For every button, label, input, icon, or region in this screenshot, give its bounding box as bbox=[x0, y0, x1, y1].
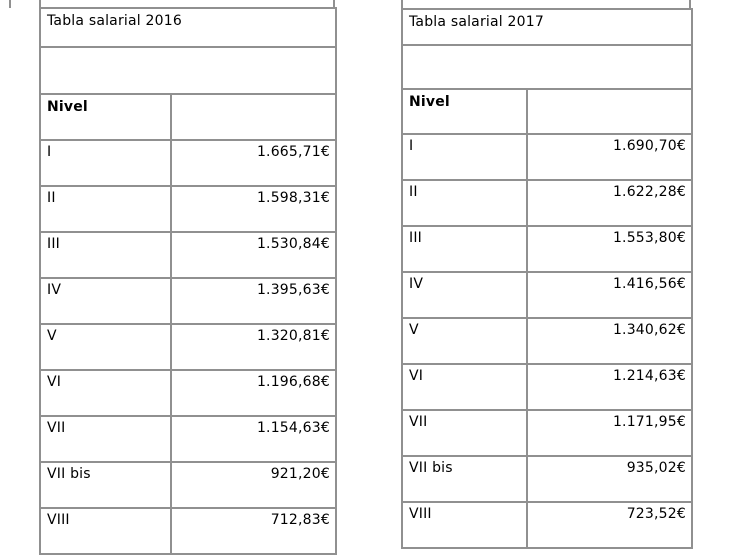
empty-row bbox=[39, 46, 337, 95]
salary-cell: 1.416,56€ bbox=[526, 271, 693, 319]
empty-row bbox=[401, 44, 693, 90]
header-row: Nivel bbox=[39, 93, 337, 141]
level-cell: I bbox=[401, 133, 528, 181]
salary-cell: 1.530,84€ bbox=[170, 231, 337, 279]
salary-cell: 723,52€ bbox=[526, 501, 693, 549]
level-cell: II bbox=[401, 179, 528, 227]
salary-cell: 1.598,31€ bbox=[170, 185, 337, 233]
empty-cell bbox=[401, 44, 693, 90]
table-title: Tabla salarial 2017 bbox=[401, 8, 693, 46]
table-title-row: Tabla salarial 2017 bbox=[401, 8, 693, 46]
empty-cell bbox=[39, 46, 337, 95]
salary-cell: 1.214,63€ bbox=[526, 363, 693, 411]
table-row: VII 1.154,63€ bbox=[39, 415, 337, 463]
salary-cell: 921,20€ bbox=[170, 461, 337, 509]
salary-cell: 1.320,81€ bbox=[170, 323, 337, 371]
salary-cell: 1.171,95€ bbox=[526, 409, 693, 457]
salary-cell: 1.665,71€ bbox=[170, 139, 337, 187]
table-row: VI 1.196,68€ bbox=[39, 369, 337, 417]
table-row: VII bis 935,02€ bbox=[401, 455, 693, 503]
value-column-header bbox=[170, 93, 337, 141]
level-cell: V bbox=[401, 317, 528, 365]
level-cell: III bbox=[401, 225, 528, 273]
level-cell: VII bis bbox=[39, 461, 172, 509]
salary-cell: 712,83€ bbox=[170, 507, 337, 555]
table-row: I 1.665,71€ bbox=[39, 139, 337, 187]
level-cell: V bbox=[39, 323, 172, 371]
level-column-header: Nivel bbox=[401, 88, 528, 135]
level-cell: VI bbox=[401, 363, 528, 411]
salary-cell: 935,02€ bbox=[526, 455, 693, 503]
level-cell: I bbox=[39, 139, 172, 187]
table-row: V 1.320,81€ bbox=[39, 323, 337, 371]
cut-off-border-fragment bbox=[9, 0, 11, 8]
table-title-row: Tabla salarial 2016 bbox=[39, 7, 337, 48]
table-row: II 1.622,28€ bbox=[401, 179, 693, 227]
level-cell: III bbox=[39, 231, 172, 279]
table-row: VI 1.214,63€ bbox=[401, 363, 693, 411]
header-row: Nivel bbox=[401, 88, 693, 135]
table-title: Tabla salarial 2016 bbox=[39, 7, 337, 48]
salary-cell: 1.196,68€ bbox=[170, 369, 337, 417]
salary-cell: 1.690,70€ bbox=[526, 133, 693, 181]
cut-off-border-fragment bbox=[333, 0, 335, 7]
level-cell: VIII bbox=[401, 501, 528, 549]
cut-off-border-fragment bbox=[39, 0, 41, 7]
salary-cell: 1.154,63€ bbox=[170, 415, 337, 463]
level-cell: VI bbox=[39, 369, 172, 417]
level-cell: VII bis bbox=[401, 455, 528, 503]
cut-off-border-fragment bbox=[401, 0, 403, 8]
level-cell: VII bbox=[39, 415, 172, 463]
table-row: IV 1.395,63€ bbox=[39, 277, 337, 325]
table-row: I 1.690,70€ bbox=[401, 133, 693, 181]
level-column-header: Nivel bbox=[39, 93, 172, 141]
table-row: II 1.598,31€ bbox=[39, 185, 337, 233]
level-cell: IV bbox=[39, 277, 172, 325]
level-cell: VIII bbox=[39, 507, 172, 555]
table-row: III 1.553,80€ bbox=[401, 225, 693, 273]
table-row: VII 1.171,95€ bbox=[401, 409, 693, 457]
table-row: VIII 723,52€ bbox=[401, 501, 693, 549]
table-row: VIII 712,83€ bbox=[39, 507, 337, 555]
salary-cell: 1.395,63€ bbox=[170, 277, 337, 325]
salary-table-2016: Tabla salarial 2016 Nivel I 1.665,71€ II… bbox=[39, 7, 337, 555]
level-cell: II bbox=[39, 185, 172, 233]
cut-off-border-fragment bbox=[689, 0, 691, 8]
table-row: IV 1.416,56€ bbox=[401, 271, 693, 319]
value-column-header bbox=[526, 88, 693, 135]
table-row: III 1.530,84€ bbox=[39, 231, 337, 279]
salary-table-2017: Tabla salarial 2017 Nivel I 1.690,70€ II… bbox=[401, 8, 693, 549]
salary-cell: 1.340,62€ bbox=[526, 317, 693, 365]
level-cell: IV bbox=[401, 271, 528, 319]
table-row: V 1.340,62€ bbox=[401, 317, 693, 365]
level-cell: VII bbox=[401, 409, 528, 457]
salary-cell: 1.622,28€ bbox=[526, 179, 693, 227]
table-row: VII bis 921,20€ bbox=[39, 461, 337, 509]
salary-cell: 1.553,80€ bbox=[526, 225, 693, 273]
